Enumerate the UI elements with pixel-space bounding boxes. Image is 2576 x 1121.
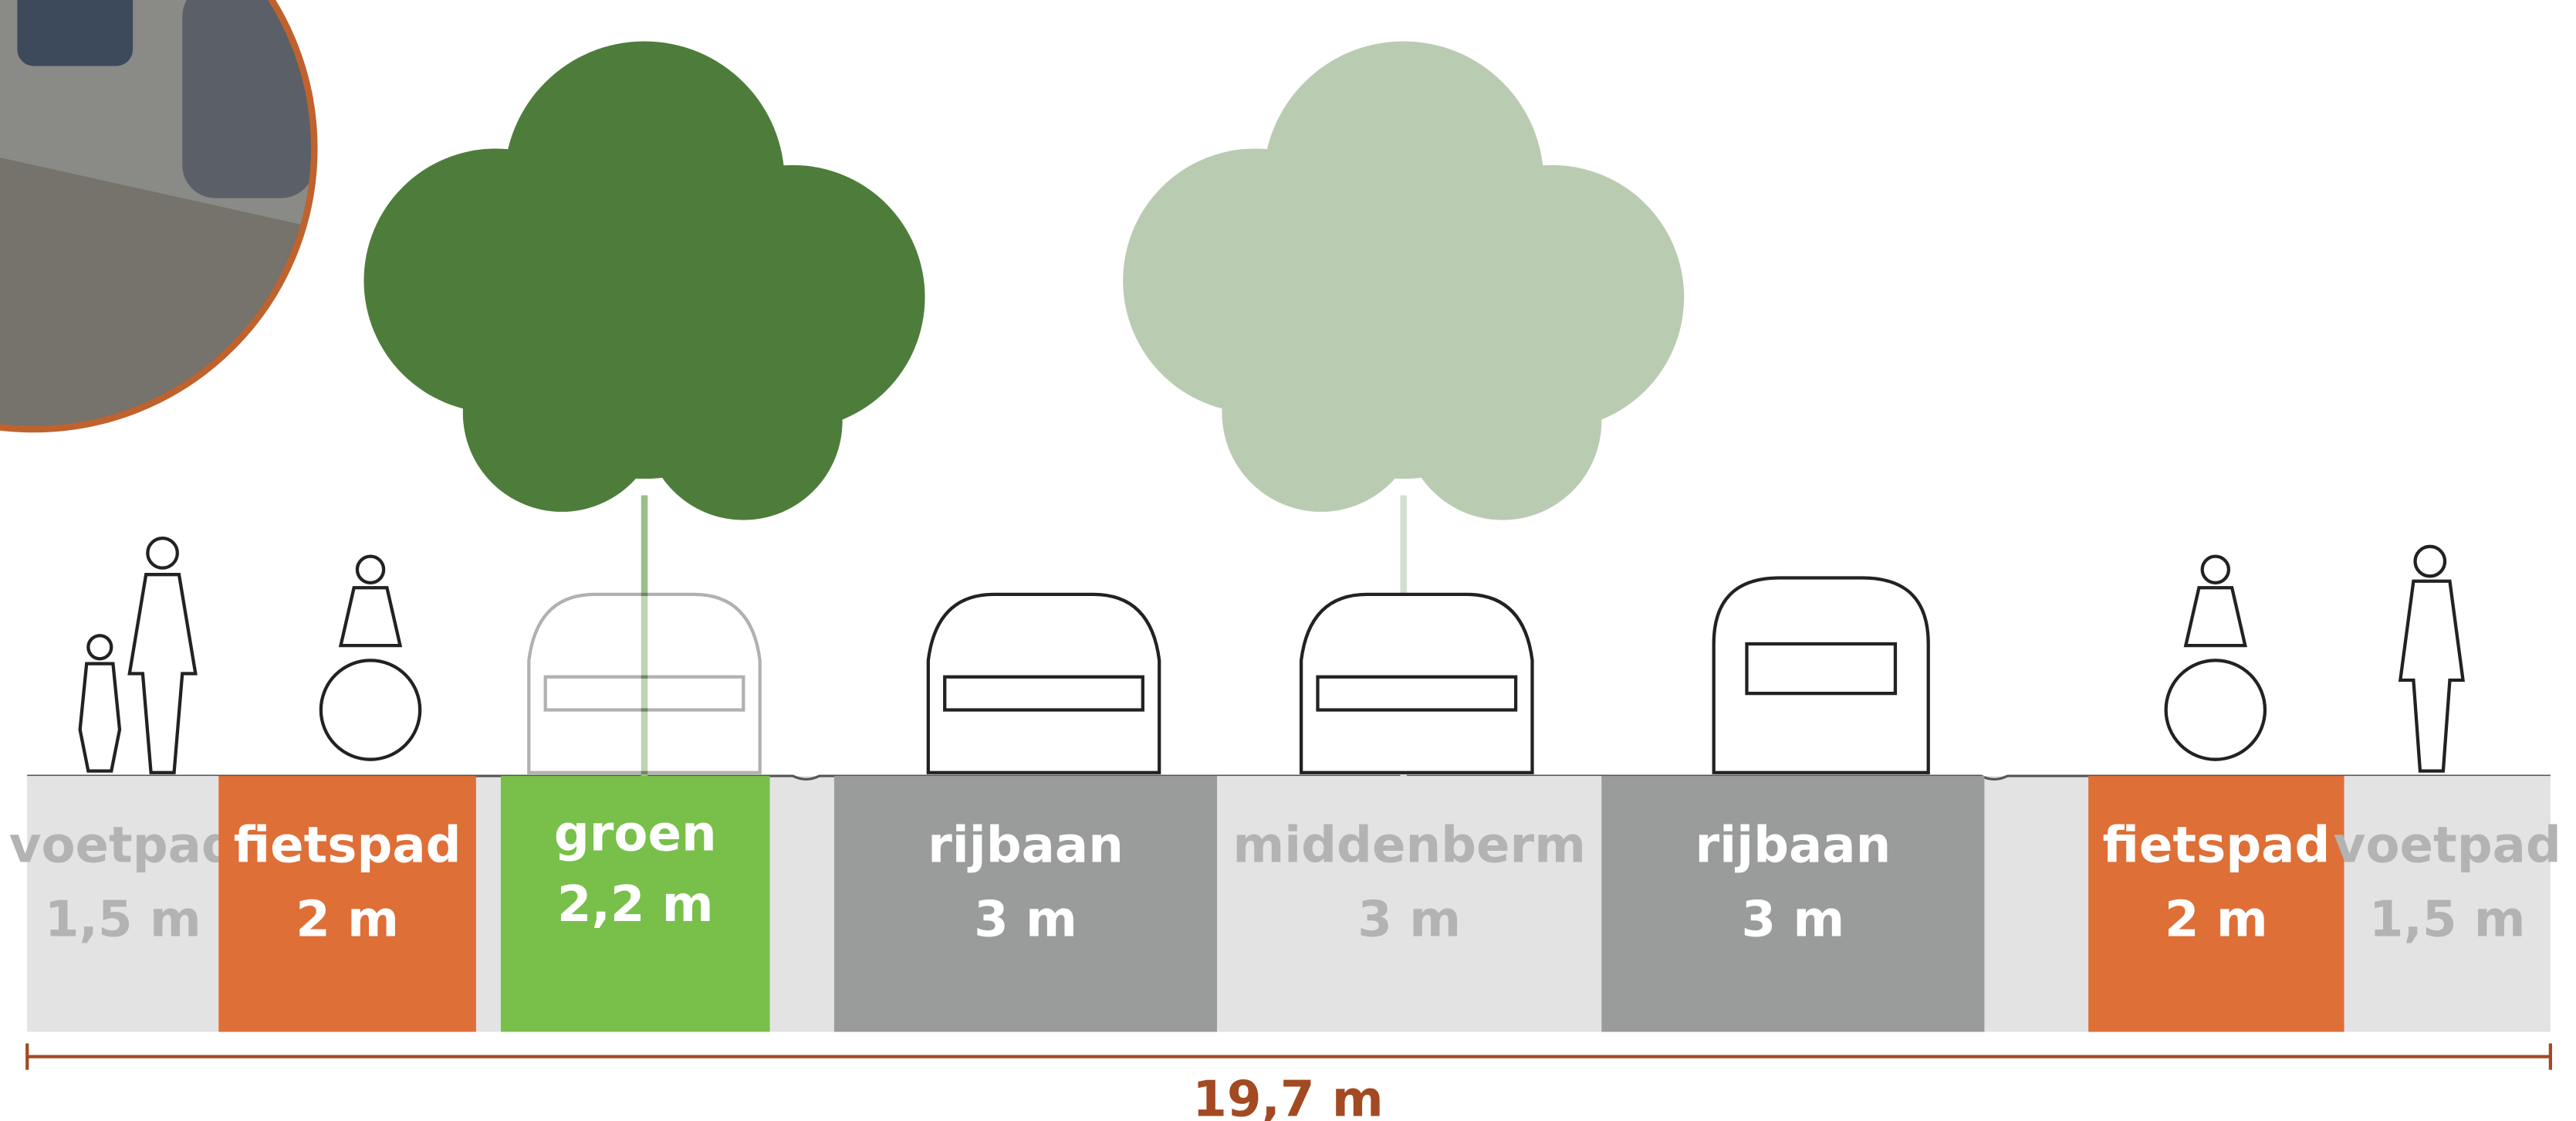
cross-section: voetpad 1,5 m fietspad 2 m groen 2,2 m rijbaan…: [0, 0, 2576, 1121]
people: [80, 538, 2463, 773]
segment-width: 3 m: [974, 890, 1077, 948]
segment-name: voetpad: [9, 816, 237, 874]
street-photo: [0, 0, 331, 445]
segment-name: middenberm: [1232, 816, 1586, 874]
segment-width: 1,5 m: [45, 890, 201, 948]
segment-width: 2,2 m: [557, 875, 714, 933]
segment-name: fietspad: [2102, 816, 2330, 874]
total-width: 19,7 m: [1192, 1071, 1383, 1121]
segment-name: fietspad: [234, 816, 461, 874]
segment-name: rijbaan: [1695, 816, 1891, 874]
cars: [529, 577, 1928, 772]
segment-name: rijbaan: [928, 816, 1124, 874]
segment-name: groen: [554, 804, 717, 862]
page: voetpad 1,5 m fietspad 2 m groen 2,2 m rijbaan…: [0, 0, 2576, 1121]
dimension-line: [27, 1043, 2551, 1069]
segment-name: voetpad: [2334, 816, 2561, 874]
segment-width: 3 m: [1357, 890, 1461, 948]
segment-width: 3 m: [1741, 890, 1844, 948]
segment-width: 2 m: [296, 890, 399, 948]
segment-width: 2 m: [2165, 890, 2268, 948]
segment-width: 1,5 m: [2369, 890, 2526, 948]
